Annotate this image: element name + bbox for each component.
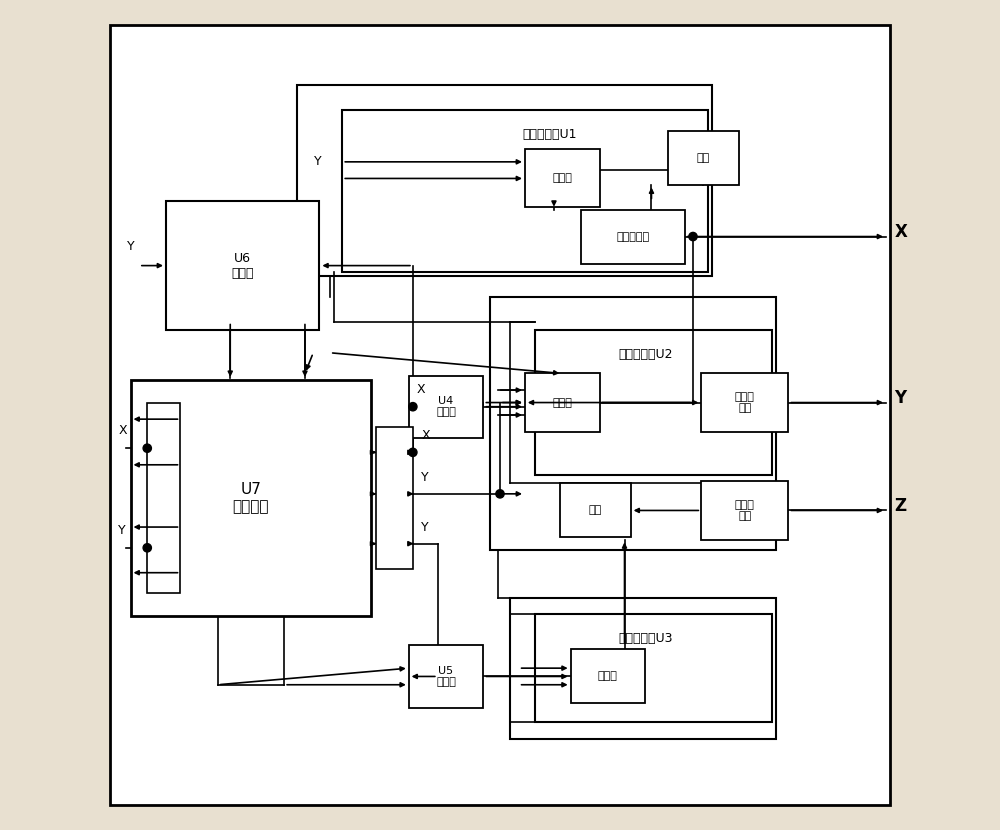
Text: U6
比较器: U6 比较器: [231, 251, 254, 280]
Text: 加法器: 加法器: [598, 671, 618, 681]
Text: Y: Y: [127, 240, 134, 253]
Circle shape: [689, 232, 697, 241]
Circle shape: [496, 490, 504, 498]
Text: 加法器: 加法器: [552, 398, 572, 408]
FancyBboxPatch shape: [525, 149, 600, 208]
Text: 反相: 反相: [589, 505, 602, 515]
Text: 分数阶
积分: 分数阶 积分: [735, 392, 755, 413]
Text: 加法器: 加法器: [552, 173, 572, 183]
Circle shape: [409, 448, 417, 457]
Text: 运算放大器U3: 运算放大器U3: [618, 632, 672, 646]
FancyBboxPatch shape: [110, 25, 890, 805]
Text: X: X: [894, 223, 907, 242]
Text: 运算放大器U2: 运算放大器U2: [618, 349, 672, 361]
Text: X: X: [421, 429, 430, 442]
FancyBboxPatch shape: [409, 646, 483, 707]
Text: Z: Z: [894, 497, 906, 515]
Text: X: X: [417, 383, 426, 396]
FancyBboxPatch shape: [409, 375, 483, 438]
FancyBboxPatch shape: [147, 403, 180, 593]
Text: Y: Y: [421, 471, 429, 484]
FancyBboxPatch shape: [581, 209, 685, 264]
Text: U5
乘法器: U5 乘法器: [436, 666, 456, 687]
Text: Y: Y: [894, 389, 906, 408]
Circle shape: [409, 403, 417, 411]
Text: U7
模拟开关: U7 模拟开关: [233, 481, 269, 515]
Text: 反相: 反相: [697, 153, 710, 163]
FancyBboxPatch shape: [560, 483, 631, 538]
FancyBboxPatch shape: [701, 374, 788, 432]
FancyBboxPatch shape: [525, 374, 600, 432]
Text: Y: Y: [314, 154, 322, 168]
Text: U4
乘法器: U4 乘法器: [436, 396, 456, 417]
FancyBboxPatch shape: [668, 130, 739, 184]
Text: Y: Y: [118, 524, 126, 537]
Text: 分数阶
积分: 分数阶 积分: [735, 500, 755, 521]
FancyBboxPatch shape: [376, 427, 413, 569]
FancyBboxPatch shape: [166, 201, 319, 330]
Text: 分数阶积分: 分数阶积分: [616, 232, 649, 242]
FancyBboxPatch shape: [571, 649, 645, 704]
FancyBboxPatch shape: [701, 481, 788, 540]
Text: 运算放大器U1: 运算放大器U1: [523, 128, 577, 141]
Circle shape: [143, 444, 151, 452]
Text: Y: Y: [421, 520, 429, 534]
Text: X: X: [118, 424, 127, 437]
FancyBboxPatch shape: [131, 380, 371, 616]
Circle shape: [143, 544, 151, 552]
